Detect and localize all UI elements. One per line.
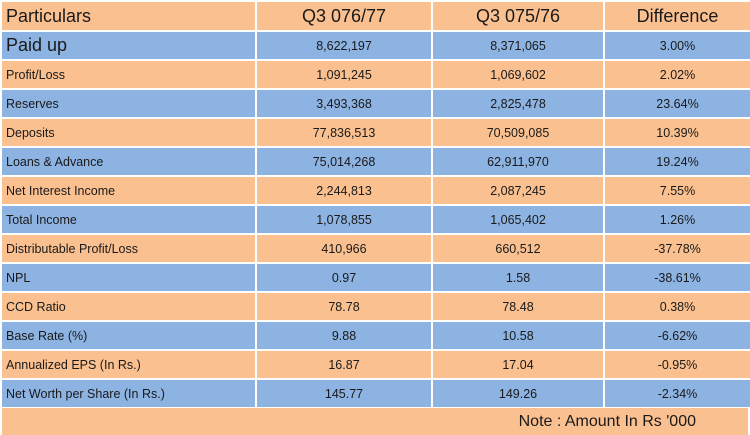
row-difference: 1.26% <box>605 206 750 233</box>
table-row: Paid up 8,622,197 8,371,065 3.00% <box>2 32 750 59</box>
row-difference: -6.62% <box>605 322 750 349</box>
table-row: Annualized EPS (In Rs.) 16.87 17.04 -0.9… <box>2 351 750 378</box>
row-q3-075-76: 70,509,085 <box>433 119 603 146</box>
row-q3-076-77: 75,014,268 <box>257 148 431 175</box>
row-q3-075-76: 1,069,602 <box>433 61 603 88</box>
table-row: Base Rate (%) 9.88 10.58 -6.62% <box>2 322 750 349</box>
row-q3-076-77: 9.88 <box>257 322 431 349</box>
row-label: Reserves <box>2 90 255 117</box>
amount-note: Note : Amount In Rs '000 <box>2 408 748 435</box>
header-difference: Difference <box>605 2 750 30</box>
row-difference: 19.24% <box>605 148 750 175</box>
row-q3-075-76: 149.26 <box>433 380 603 407</box>
row-q3-075-76: 2,087,245 <box>433 177 603 204</box>
row-difference: -38.61% <box>605 264 750 291</box>
header-q3-075-76: Q3 075/76 <box>433 2 603 30</box>
row-q3-076-77: 145.77 <box>257 380 431 407</box>
row-difference: 2.02% <box>605 61 750 88</box>
row-label: Net Interest Income <box>2 177 255 204</box>
row-difference: -0.95% <box>605 351 750 378</box>
row-label: Deposits <box>2 119 255 146</box>
table-header-row: Particulars Q3 076/77 Q3 075/76 Differen… <box>2 2 750 30</box>
row-label: Annualized EPS (In Rs.) <box>2 351 255 378</box>
table-row: CCD Ratio 78.78 78.48 0.38% <box>2 293 750 320</box>
table-row: Net Interest Income 2,244,813 2,087,245 … <box>2 177 750 204</box>
table-row: NPL 0.97 1.58 -38.61% <box>2 264 750 291</box>
row-difference: 7.55% <box>605 177 750 204</box>
table-row: Deposits 77,836,513 70,509,085 10.39% <box>2 119 750 146</box>
table-row: Net Worth per Share (In Rs.) 145.77 149.… <box>2 380 750 407</box>
row-q3-075-76: 8,371,065 <box>433 32 603 59</box>
row-q3-075-76: 660,512 <box>433 235 603 262</box>
row-q3-076-77: 0.97 <box>257 264 431 291</box>
row-q3-076-77: 2,244,813 <box>257 177 431 204</box>
table-row: Loans & Advance 75,014,268 62,911,970 19… <box>2 148 750 175</box>
row-difference: -37.78% <box>605 235 750 262</box>
row-q3-076-77: 8,622,197 <box>257 32 431 59</box>
header-particulars: Particulars <box>2 2 255 30</box>
row-q3-075-76: 78.48 <box>433 293 603 320</box>
row-q3-076-77: 1,091,245 <box>257 61 431 88</box>
table-row: Profit/Loss 1,091,245 1,069,602 2.02% <box>2 61 750 88</box>
row-difference: 23.64% <box>605 90 750 117</box>
row-difference: 10.39% <box>605 119 750 146</box>
row-q3-075-76: 10.58 <box>433 322 603 349</box>
row-difference: -2.34% <box>605 380 750 407</box>
header-q3-076-77: Q3 076/77 <box>257 2 431 30</box>
row-difference: 0.38% <box>605 293 750 320</box>
row-label: Profit/Loss <box>2 61 255 88</box>
row-q3-076-77: 77,836,513 <box>257 119 431 146</box>
row-q3-075-76: 17.04 <box>433 351 603 378</box>
row-q3-076-77: 78.78 <box>257 293 431 320</box>
row-label: Distributable Profit/Loss <box>2 235 255 262</box>
row-label: CCD Ratio <box>2 293 255 320</box>
row-label: Paid up <box>2 32 255 59</box>
row-q3-075-76: 62,911,970 <box>433 148 603 175</box>
financial-table: Particulars Q3 076/77 Q3 075/76 Differen… <box>2 2 750 407</box>
table-row: Distributable Profit/Loss 410,966 660,51… <box>2 235 750 262</box>
row-label: Loans & Advance <box>2 148 255 175</box>
row-q3-075-76: 2,825,478 <box>433 90 603 117</box>
row-q3-075-76: 1,065,402 <box>433 206 603 233</box>
table-row: Reserves 3,493,368 2,825,478 23.64% <box>2 90 750 117</box>
row-q3-076-77: 16.87 <box>257 351 431 378</box>
row-q3-076-77: 410,966 <box>257 235 431 262</box>
table-row: Total Income 1,078,855 1,065,402 1.26% <box>2 206 750 233</box>
row-label: NPL <box>2 264 255 291</box>
row-q3-075-76: 1.58 <box>433 264 603 291</box>
row-label: Total Income <box>2 206 255 233</box>
row-label: Net Worth per Share (In Rs.) <box>2 380 255 407</box>
row-q3-076-77: 3,493,368 <box>257 90 431 117</box>
row-difference: 3.00% <box>605 32 750 59</box>
row-label: Base Rate (%) <box>2 322 255 349</box>
row-q3-076-77: 1,078,855 <box>257 206 431 233</box>
